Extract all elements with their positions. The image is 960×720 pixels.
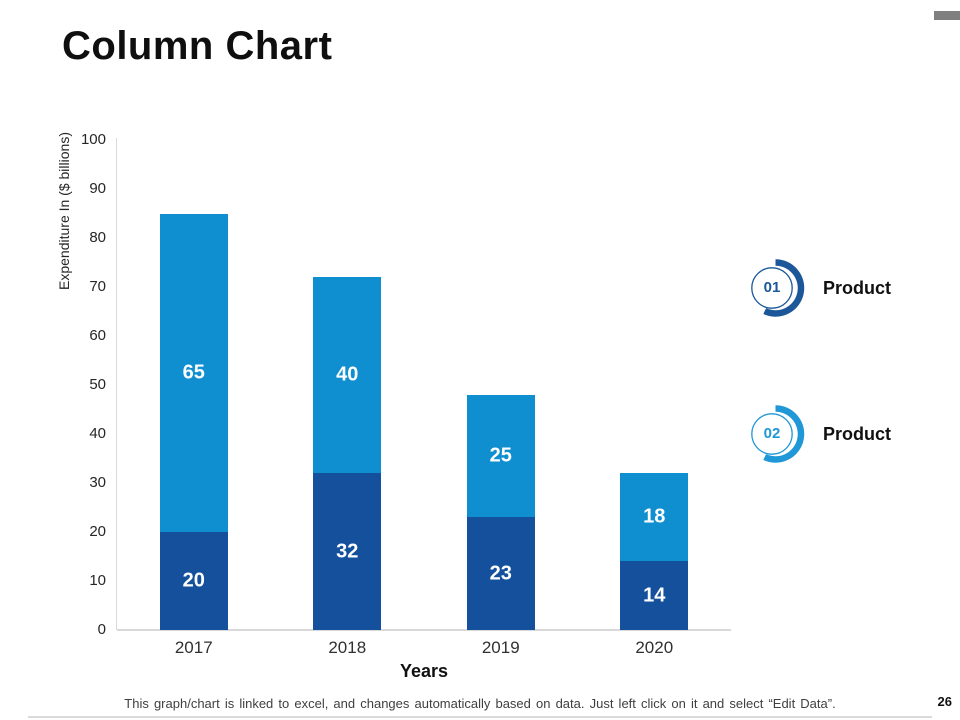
- badge-ring: [751, 267, 793, 309]
- page-title: Column Chart: [62, 24, 333, 68]
- crescent-arc: [763, 405, 805, 463]
- bar-value-label: 14: [643, 584, 666, 607]
- crescent-arc: [763, 259, 805, 317]
- y-tick-label: 0: [97, 621, 106, 638]
- badge-02: 02: [748, 404, 808, 464]
- bar-segment[interactable]: 23: [466, 517, 535, 630]
- y-tick-label: 10: [89, 572, 106, 589]
- x-tick-label: 2019: [481, 638, 520, 657]
- bar-segment[interactable]: 18: [620, 473, 689, 562]
- footer-divider: [28, 716, 932, 718]
- bar-value-label: 18: [643, 505, 666, 528]
- circular-crescent-icon: [751, 259, 805, 317]
- y-tick-label: 60: [89, 327, 106, 344]
- badge-ring: [751, 413, 793, 455]
- y-tick-label: 80: [89, 229, 106, 246]
- legend-item-product-01[interactable]: 01 Product: [748, 258, 891, 318]
- x-tick-label: 2020: [635, 638, 674, 657]
- circular-crescent-icon: [751, 405, 805, 463]
- x-tick-label: 2017: [174, 638, 213, 657]
- x-tick-label: 2018: [328, 638, 367, 657]
- x-axis-title: Years: [399, 661, 449, 681]
- y-tick-label: 40: [89, 425, 106, 442]
- x-axis-line: [117, 629, 731, 631]
- top-right-marker: [934, 11, 960, 20]
- y-axis-title: Expenditure In ($ billions): [56, 132, 72, 290]
- y-tick-label: 30: [89, 474, 106, 491]
- page-number: 26: [937, 694, 952, 709]
- bar-segment[interactable]: 32: [313, 473, 382, 630]
- bar-value-label: 65: [182, 361, 205, 384]
- bar-segment[interactable]: 65: [159, 213, 228, 532]
- legend-label: Product: [823, 277, 892, 298]
- bar-value-label: 40: [336, 363, 359, 386]
- badge-01: 01: [748, 258, 808, 318]
- y-tick-label: 100: [80, 131, 106, 148]
- y-tick-label: 90: [89, 180, 106, 197]
- badge-number: 01: [763, 279, 781, 296]
- bar-segment[interactable]: 40: [313, 277, 382, 474]
- legend-label: Product: [823, 423, 892, 444]
- bar-segment[interactable]: 14: [620, 561, 689, 630]
- y-axis-line: [116, 138, 117, 630]
- legend-item-product-02[interactable]: 02 Product: [748, 404, 891, 464]
- y-tick-label: 20: [89, 523, 106, 540]
- bar-value-label: 23: [489, 562, 512, 585]
- bar-value-label: 25: [489, 444, 512, 467]
- bar-segment[interactable]: 20: [159, 532, 228, 630]
- bar-value-label: 20: [182, 569, 205, 592]
- y-tick-label: 70: [89, 278, 106, 295]
- y-tick-label: 50: [89, 376, 106, 393]
- bar-segment[interactable]: 25: [466, 394, 535, 518]
- badge-number: 02: [763, 425, 781, 442]
- bar-value-label: 32: [336, 540, 359, 563]
- footer-note: This graph/chart is linked to excel, and…: [124, 696, 836, 711]
